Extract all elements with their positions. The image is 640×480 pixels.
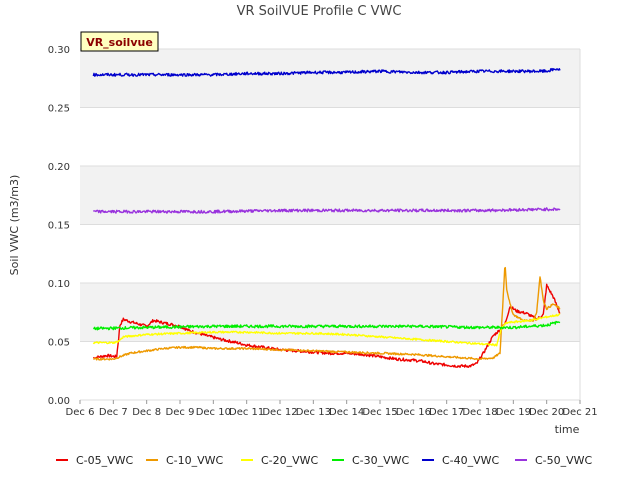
legend-label: C-20_VWC: [261, 454, 319, 467]
series-line-c-30-vwc: [93, 320, 561, 331]
y-tick-label: 0.30: [48, 45, 70, 56]
x-tick-label: Dec 21: [562, 407, 597, 418]
y-axis-ticks: 0.00 0.05 0.10 0.15 0.20 0.25 0.30: [48, 45, 70, 407]
series-lines: [92, 67, 561, 368]
x-tick-label: Dec 12: [262, 407, 297, 418]
x-tick-label: Dec 11: [229, 407, 264, 418]
y-tick-label: 0.25: [48, 104, 70, 115]
series-line-c-50-vwc: [92, 207, 561, 214]
x-tick-label: Dec 14: [329, 407, 364, 418]
series-line-c-05-vwc: [93, 283, 561, 368]
station-badge-label: VR_soilvue: [86, 36, 153, 49]
y-tick-label: 0.05: [48, 338, 70, 349]
legend-item: C-05_VWC: [56, 454, 134, 467]
series-line-c-20-vwc: [92, 313, 561, 347]
legend: C-05_VWC C-10_VWC C-20_VWC C-30_VWC C-40_VWC…: [56, 454, 593, 467]
x-tick-label: Dec 10: [196, 407, 231, 418]
y-tick-label: 0.10: [48, 279, 70, 290]
x-tick-label: Dec 17: [429, 407, 464, 418]
x-tick-label: Dec 7: [99, 407, 128, 418]
x-tick-label: Dec 15: [362, 407, 397, 418]
x-tick-label: Dec 8: [132, 407, 161, 418]
legend-label: C-50_VWC: [535, 454, 593, 467]
station-badge-box: [80, 31, 159, 52]
x-tick-label: Dec 16: [396, 407, 431, 418]
series-line-c-10-vwc: [93, 266, 561, 361]
plot-band: [80, 283, 580, 342]
station-badge: VR_soilvue: [80, 31, 159, 52]
plot-band: [80, 107, 580, 166]
legend-label: C-40_VWC: [442, 454, 500, 467]
legend-label: C-30_VWC: [352, 454, 410, 467]
plot-band: [80, 224, 580, 283]
legend-label: C-05_VWC: [76, 454, 134, 467]
x-tick-label: Dec 6: [66, 407, 95, 418]
plot-band: [80, 49, 580, 108]
x-tick-label: Dec 19: [496, 407, 531, 418]
plot-bands: [80, 49, 580, 400]
x-axis-label: time: [555, 423, 580, 436]
legend-item: C-10_VWC: [146, 454, 224, 467]
y-axis-label: Soil VWC (m3/m3): [8, 175, 21, 276]
x-tick-label: Dec 13: [296, 407, 331, 418]
series-line-c-40-vwc: [92, 67, 561, 77]
legend-item: C-50_VWC: [515, 454, 593, 467]
y-tick-label: 0.00: [48, 396, 70, 407]
x-tick-label: Dec 20: [529, 407, 564, 418]
x-tick-label: Dec 18: [462, 407, 497, 418]
legend-label: C-10_VWC: [166, 454, 224, 467]
x-tick-label: Dec 9: [166, 407, 195, 418]
legend-item: C-30_VWC: [332, 454, 410, 467]
y-tick-label: 0.15: [48, 221, 70, 232]
legend-item: C-40_VWC: [422, 454, 500, 467]
y-tick-label: 0.20: [48, 162, 70, 173]
chart-title: VR SoilVUE Profile C VWC: [237, 4, 402, 19]
grid-lines: [80, 48, 581, 401]
plot-band: [80, 166, 580, 225]
legend-item: C-20_VWC: [241, 454, 319, 467]
